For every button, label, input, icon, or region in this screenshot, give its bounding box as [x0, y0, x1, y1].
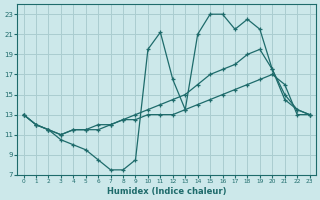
- X-axis label: Humidex (Indice chaleur): Humidex (Indice chaleur): [107, 187, 226, 196]
